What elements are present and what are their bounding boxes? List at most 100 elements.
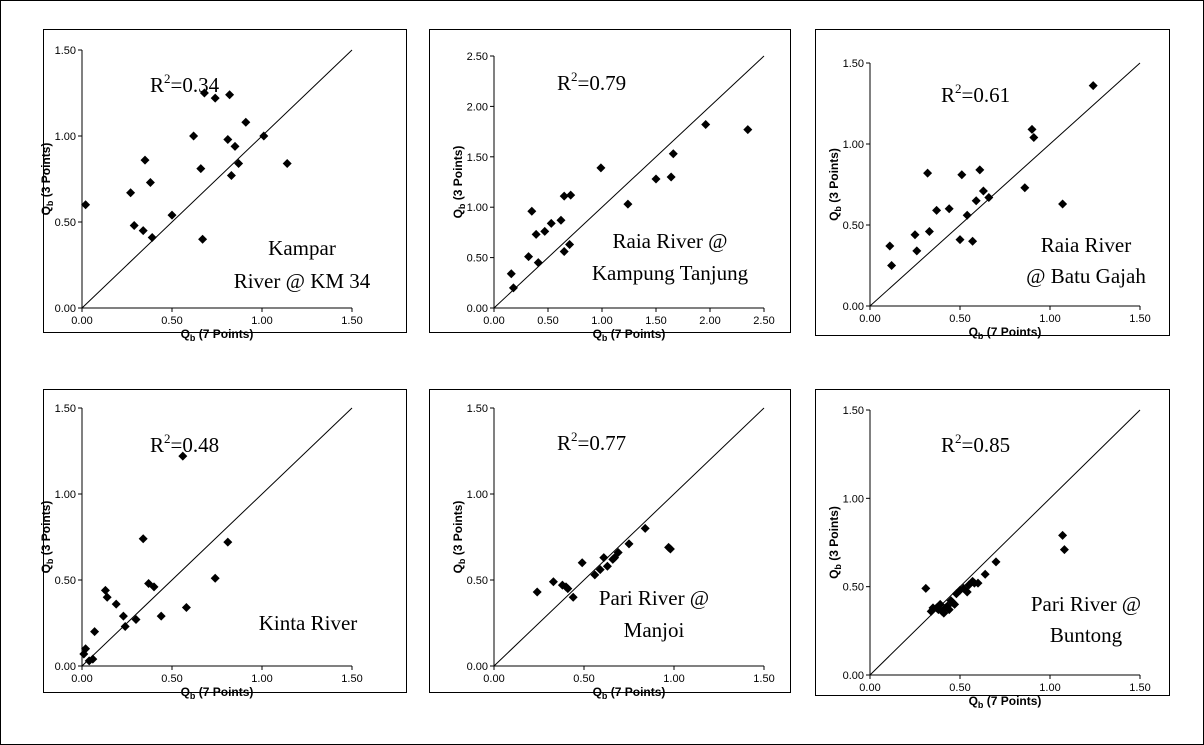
data-point (210, 93, 220, 103)
data-point (138, 226, 148, 236)
data-point (640, 523, 650, 533)
chart-panel-raia-batu-gajah: 0.00 0.50 1.00 1.50 0.00 0.50 1.00 1.50 Qb (7 Po… (815, 29, 1170, 341)
x-tick-label: 1.50 (341, 315, 362, 327)
data-point (225, 90, 235, 100)
data-point (138, 534, 148, 544)
data-point (743, 125, 753, 135)
x-tick-label: 2.00 (699, 315, 720, 327)
x-tick-label: 0.50 (573, 673, 594, 685)
data-point (259, 131, 269, 141)
data-point (540, 226, 550, 236)
y-tick-label: 1.50 (55, 45, 76, 57)
one-to-one-line (81, 407, 353, 667)
x-tick-label: 0.50 (949, 313, 970, 325)
data-point (532, 587, 542, 597)
data-point (559, 247, 569, 257)
y-tick-label: 1.50 (843, 58, 864, 70)
data-point (149, 582, 159, 592)
one-to-one-line (81, 49, 353, 309)
y-axis-label: Qb (3 Points) (451, 146, 467, 219)
one-to-one-line (493, 407, 765, 667)
data-point (241, 117, 251, 127)
y-tick-label: 0.50 (467, 253, 488, 265)
data-point (120, 621, 130, 631)
data-point (950, 599, 960, 609)
x-tick-label: 1.00 (251, 315, 272, 327)
data-point (1020, 183, 1030, 193)
data-point (189, 131, 199, 141)
data-point (557, 580, 567, 590)
y-tick-label: 0.00 (55, 303, 76, 315)
y-tick-label: 1.00 (55, 131, 76, 143)
site-name-label: Kampung Tanjung (592, 261, 749, 285)
x-tick-label: 0.00 (483, 315, 504, 327)
data-point (140, 155, 150, 165)
data-point (962, 587, 972, 597)
data-point (234, 159, 244, 169)
y-axis-label: Qb (3 Points) (827, 148, 843, 221)
data-point (624, 539, 634, 549)
y-tick-label: 1.50 (55, 403, 76, 415)
data-point (668, 149, 678, 159)
y-tick-label: 0.50 (467, 575, 488, 587)
x-tick-label: 0.50 (161, 673, 182, 685)
data-point (533, 258, 543, 268)
r-squared-annotation: R2=0.85 (941, 431, 1010, 457)
x-axis-label: Qb (7 Points) (969, 694, 1042, 710)
y-tick-label: 0.50 (843, 582, 864, 594)
x-tick-label: 1.50 (341, 673, 362, 685)
data-point (980, 569, 990, 579)
one-to-one-line (869, 409, 1141, 676)
y-tick-label: 0.50 (55, 217, 76, 229)
scatter-plot-svg: 0.00 0.50 1.00 1.50 2.00 2.50 0.00 0.50 1.00 1.50… (451, 51, 775, 343)
data-point (210, 573, 220, 583)
data-point (79, 649, 89, 659)
data-point (596, 163, 606, 173)
y-tick-label: 0.50 (55, 575, 76, 587)
site-name-label: Raia River @ (613, 229, 728, 253)
data-point (944, 204, 954, 214)
data-point (1058, 530, 1068, 540)
data-point (921, 583, 931, 593)
x-tick-label: 1.50 (753, 673, 774, 685)
r-squared-annotation: R2=0.34 (150, 71, 220, 97)
site-name-label: Manjoi (624, 618, 685, 642)
x-tick-label: 0.00 (71, 673, 92, 685)
data-point (957, 170, 967, 180)
chart-panel-pari-manjoi: 0.00 0.50 1.00 1.50 0.00 0.50 1.00 1.50 Qb (7 Po… (429, 389, 791, 701)
x-tick-label: 1.50 (645, 315, 666, 327)
data-point (951, 589, 961, 599)
data-point (126, 188, 136, 198)
x-tick-label: 2.50 (753, 315, 774, 327)
x-axis-label: Qb (7 Points) (593, 685, 666, 701)
y-axis-label: Qb (3 Points) (39, 143, 55, 216)
data-point (932, 205, 942, 215)
x-tick-label: 0.00 (483, 673, 504, 685)
data-point (978, 186, 988, 196)
site-name-label: Pari River @ (1031, 592, 1141, 616)
data-point (984, 192, 994, 202)
x-tick-label: 1.50 (1129, 682, 1150, 694)
data-point (100, 585, 110, 595)
y-tick-label: 0.00 (55, 661, 76, 673)
r-squared-annotation: R2=0.61 (941, 81, 1010, 107)
y-tick-label: 1.50 (467, 403, 488, 415)
x-axis-label: Qb (7 Points) (181, 685, 254, 701)
data-point (156, 611, 166, 621)
data-point (577, 558, 587, 568)
data-point (198, 234, 208, 244)
y-tick-label: 1.00 (467, 489, 488, 501)
y-tick-label: 1.00 (843, 493, 864, 505)
data-point (955, 235, 965, 245)
data-point (102, 592, 112, 602)
x-axis-label: Qb (7 Points) (181, 327, 254, 343)
one-to-one-line (869, 62, 1141, 307)
data-point (968, 236, 978, 246)
data-point (167, 210, 177, 220)
chart-panel-pari-buntong: 0.00 0.50 1.00 1.50 0.00 0.50 1.00 1.50 Qb (7 Po… (815, 389, 1170, 710)
y-tick-label: 0.50 (843, 220, 864, 232)
data-point (962, 210, 972, 220)
data-point (282, 159, 292, 169)
r-squared-annotation: R2=0.79 (557, 69, 626, 95)
